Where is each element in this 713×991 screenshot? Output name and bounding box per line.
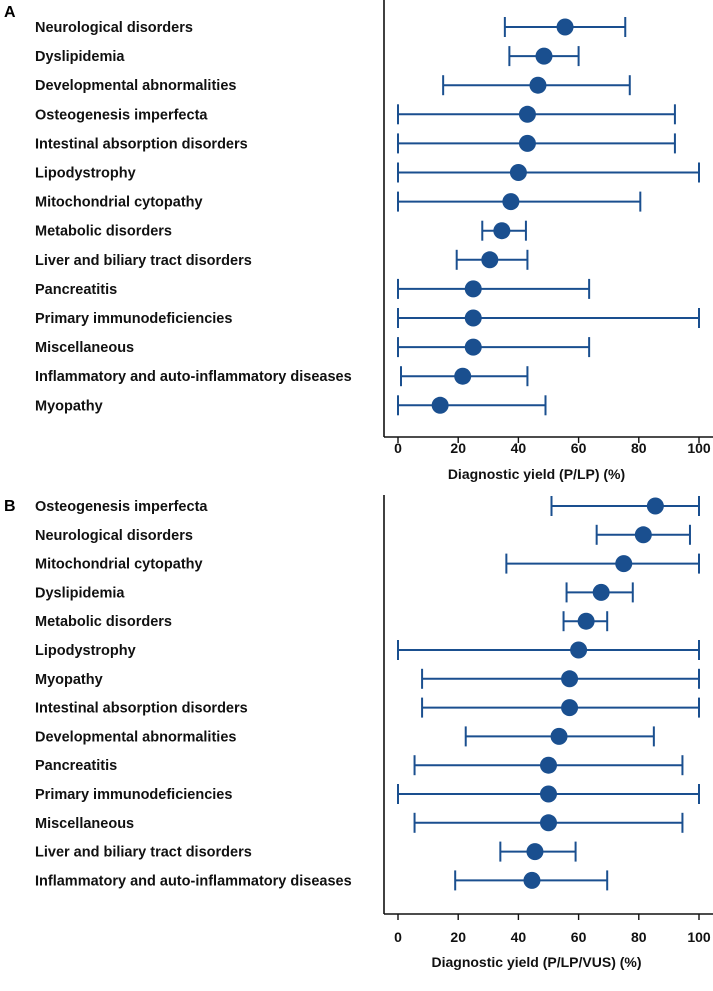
- point-estimate-marker: [502, 193, 520, 211]
- x-tick-label: 0: [394, 929, 402, 945]
- point-estimate-marker: [526, 843, 544, 861]
- point-estimate-marker: [454, 367, 472, 385]
- point-estimate-marker: [481, 251, 499, 269]
- category-label: Mitochondrial cytopathy: [35, 557, 203, 573]
- x-tick-label: 20: [450, 440, 466, 456]
- category-label: Mitochondrial cytopathy: [35, 195, 203, 211]
- panel-label: B: [4, 498, 16, 515]
- x-tick-label: 60: [571, 929, 587, 945]
- x-tick-label: 80: [631, 440, 647, 456]
- x-tick-label: 80: [631, 929, 647, 945]
- category-label: Pancreatitis: [35, 758, 117, 774]
- point-estimate-marker: [464, 338, 482, 356]
- x-axis-label: Diagnostic yield (P/LP/VUS) (%): [431, 954, 641, 970]
- x-tick-label: 0: [394, 440, 402, 456]
- point-estimate-marker: [592, 583, 610, 601]
- point-estimate-marker: [535, 47, 553, 65]
- category-label: Primary immunodeficiencies: [35, 787, 232, 803]
- point-estimate-marker: [561, 699, 579, 717]
- panel-a-forest-plot: A 0 20 40 60 80 100 Diagnostic yield (P/LP) (%)…: [4, 0, 713, 482]
- point-estimate-marker: [518, 105, 536, 123]
- point-estimate-marker: [509, 164, 527, 181]
- point-estimate-marker: [556, 18, 574, 36]
- panel-label: A: [4, 4, 16, 21]
- category-label: Liver and biliary tract disorders: [35, 253, 252, 269]
- point-estimate-marker: [550, 727, 568, 745]
- category-label: Liver and biliary tract disorders: [35, 845, 252, 861]
- category-label: Dyslipidemia: [35, 585, 125, 601]
- category-label: Lipodystrophy: [35, 643, 136, 659]
- point-estimate-marker: [540, 785, 557, 803]
- point-estimate-marker: [540, 756, 557, 774]
- point-estimate-marker: [523, 871, 541, 889]
- category-label: Neurological disorders: [35, 528, 193, 544]
- category-label: Myopathy: [35, 672, 103, 688]
- x-tick-label: 20: [450, 929, 466, 945]
- x-tick-label: 100: [687, 929, 711, 945]
- point-estimate-marker: [518, 134, 536, 152]
- point-estimate-marker: [431, 396, 449, 414]
- x-tick-label: 100: [687, 440, 711, 456]
- category-label: Lipodystrophy: [35, 166, 136, 182]
- point-estimate-marker: [464, 280, 482, 298]
- category-label: Metabolic disorders: [35, 614, 172, 630]
- x-tick-label: 60: [571, 440, 587, 456]
- category-label: Pancreatitis: [35, 282, 117, 298]
- panel-b-forest-plot: B 0 20 40 60 80 100 Diagnostic yield (P/LP/VUS)…: [4, 495, 713, 970]
- point-estimate-marker: [493, 222, 511, 240]
- category-label: Intestinal absorption disorders: [35, 136, 248, 152]
- point-estimate-marker: [540, 814, 557, 832]
- point-estimate-marker: [570, 641, 588, 659]
- point-estimate-marker: [615, 555, 633, 573]
- point-estimate-marker: [464, 309, 482, 327]
- category-label: Miscellaneous: [35, 816, 134, 832]
- category-label: Osteogenesis imperfecta: [35, 107, 208, 123]
- category-label: Intestinal absorption disorders: [35, 701, 248, 717]
- category-label: Inflammatory and auto-inflammatory disea…: [35, 369, 352, 385]
- category-label: Developmental abnormalities: [35, 729, 236, 745]
- category-label: Primary immunodeficiencies: [35, 311, 232, 327]
- point-estimate-marker: [529, 76, 547, 94]
- x-axis-label: Diagnostic yield (P/LP) (%): [448, 466, 625, 482]
- point-estimate-marker: [561, 670, 579, 688]
- category-label: Miscellaneous: [35, 340, 134, 356]
- x-tick-label: 40: [511, 929, 527, 945]
- category-label: Neurological disorders: [35, 20, 193, 36]
- category-label: Myopathy: [35, 398, 103, 414]
- category-label: Developmental abnormalities: [35, 78, 236, 94]
- category-label: Inflammatory and auto-inflammatory disea…: [35, 873, 352, 889]
- point-estimate-marker: [634, 526, 652, 544]
- point-estimate-marker: [577, 612, 595, 630]
- category-label: Osteogenesis imperfecta: [35, 499, 208, 515]
- x-tick-label: 40: [511, 440, 527, 456]
- category-label: Dyslipidemia: [35, 49, 125, 65]
- point-estimate-marker: [646, 497, 664, 515]
- category-label: Metabolic disorders: [35, 224, 172, 240]
